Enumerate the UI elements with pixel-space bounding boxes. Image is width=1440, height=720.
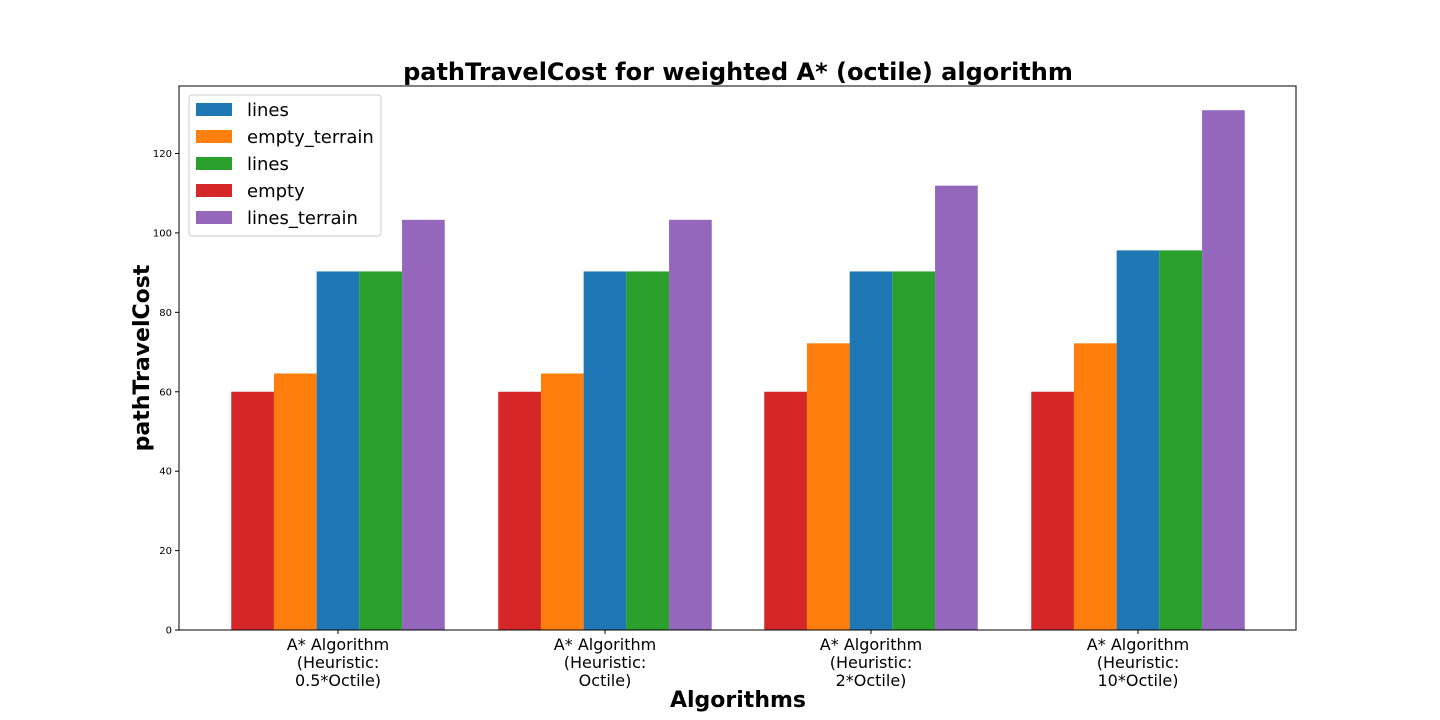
bar-lines-3 bbox=[892, 271, 936, 630]
bar-lines-2 bbox=[626, 271, 670, 630]
bar-empty-2 bbox=[498, 391, 541, 630]
y-axis-label: pathTravelCost bbox=[130, 264, 155, 451]
legend-label-lines: lines bbox=[247, 154, 289, 175]
legend: linesempty_terrainlinesemptylines_terrai… bbox=[188, 94, 382, 237]
bar-lines-3 bbox=[849, 271, 893, 630]
chart-title: pathTravelCost for weighted A* (octile) … bbox=[403, 58, 1073, 86]
bar-lines-terrain-3 bbox=[935, 185, 978, 631]
y-axis: 0 20 40 60 80 100 120 bbox=[153, 149, 179, 637]
bar-lines-1 bbox=[359, 271, 403, 630]
legend-label-lines: lines bbox=[247, 100, 289, 121]
bar-empty-terrain-4 bbox=[1073, 343, 1117, 630]
y-tick-label: 0 bbox=[166, 626, 172, 637]
bar-empty-4 bbox=[1031, 391, 1074, 630]
bar-lines-terrain-2 bbox=[669, 219, 712, 630]
legend-label-lines-terrain: lines_terrain bbox=[247, 208, 358, 229]
plot-frame bbox=[178, 85, 1297, 631]
y-tick-label: 20 bbox=[159, 546, 172, 557]
bar-empty-3 bbox=[764, 391, 807, 630]
y-tick-label: 120 bbox=[153, 149, 172, 160]
bar-empty-1 bbox=[231, 391, 274, 630]
x-tick-label: A* Algorithm (Heuristic: Octile) bbox=[554, 635, 656, 690]
y-tick-label: 40 bbox=[159, 467, 172, 478]
legend-swatch-lines-terrain bbox=[196, 211, 232, 224]
bar-lines-4 bbox=[1116, 250, 1160, 630]
x-axis-label: Algorithms bbox=[670, 688, 806, 713]
bar-empty-terrain-3 bbox=[806, 343, 850, 630]
y-tick-label: 60 bbox=[159, 387, 172, 398]
legend-box bbox=[188, 94, 382, 237]
bar-empty-terrain-2 bbox=[540, 373, 584, 630]
bar-empty-terrain-1 bbox=[273, 373, 317, 630]
y-tick-label: 100 bbox=[153, 228, 172, 239]
bar-lines-4 bbox=[1159, 250, 1203, 630]
bar-lines-1 bbox=[316, 271, 360, 630]
legend-swatch-empty bbox=[196, 184, 232, 197]
legend-label-empty: empty bbox=[247, 181, 305, 202]
x-tick-label: A* Algorithm (Heuristic: 0.5*Octile) bbox=[287, 635, 389, 690]
bar-lines-terrain-1 bbox=[402, 219, 445, 630]
legend-swatch-empty-terrain bbox=[196, 130, 232, 143]
x-tick-label: A* Algorithm (Heuristic: 10*Octile) bbox=[1087, 635, 1189, 690]
y-tick-label: 80 bbox=[159, 308, 172, 319]
legend-swatch-lines bbox=[196, 157, 232, 170]
bar-lines-2 bbox=[583, 271, 627, 630]
x-tick-label: A* Algorithm (Heuristic: 2*Octile) bbox=[820, 635, 922, 690]
legend-swatch-lines bbox=[196, 103, 232, 116]
bar-lines-terrain-4 bbox=[1202, 110, 1245, 631]
legend-label-empty-terrain: empty_terrain bbox=[247, 127, 374, 148]
x-axis: A* Algorithm (Heuristic: 0.5*Octile) A* Alg… bbox=[287, 630, 1189, 690]
bars-group bbox=[231, 110, 1245, 631]
